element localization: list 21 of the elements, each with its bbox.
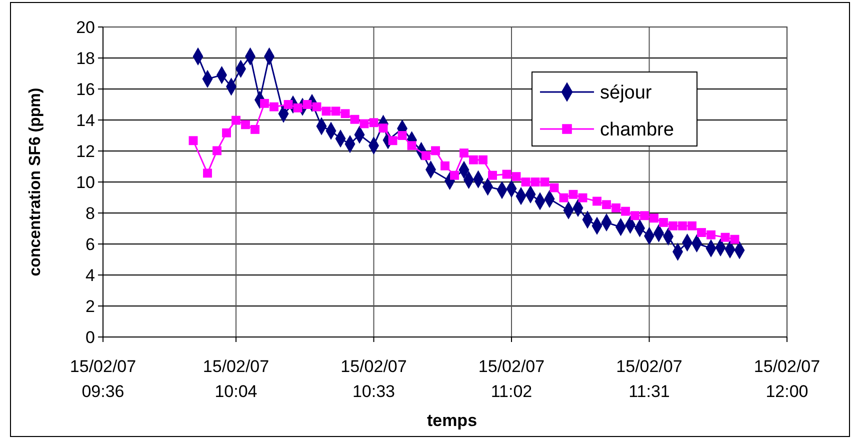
y-axis-title: concentration SF6 (ppm) <box>27 88 44 276</box>
y-tick-label: 10 <box>76 172 95 192</box>
x-tick-label: 15/02/07 11:31 <box>616 357 682 401</box>
y-tick-label: 6 <box>86 234 95 254</box>
y-tick-label: 20 <box>76 18 95 37</box>
x-tick-label: 15/02/07 10:04 <box>202 357 270 401</box>
legend-label: chambre <box>600 120 674 141</box>
y-tick-label: 2 <box>86 296 95 316</box>
x-axis-title: temps <box>426 411 478 430</box>
x-tick-label: 15/02/07 09:36 <box>70 357 136 401</box>
y-tick-label: 12 <box>76 142 95 161</box>
y-tick-label: 18 <box>76 48 95 68</box>
x-tick-label: 15/02/07 12:00 <box>754 357 820 401</box>
x-tick-label: 15/02/07 10:33 <box>340 357 407 401</box>
x-tick-label: 15/02/07 11:02 <box>478 357 545 401</box>
y-tick-label: 14 <box>76 110 95 130</box>
y-tick-label: 4 <box>86 266 95 285</box>
y-tick-label: 0 <box>86 328 95 347</box>
y-tick-label: 8 <box>86 204 95 223</box>
legend-label: séjour <box>600 82 652 104</box>
y-tick-label: 16 <box>76 80 95 99</box>
